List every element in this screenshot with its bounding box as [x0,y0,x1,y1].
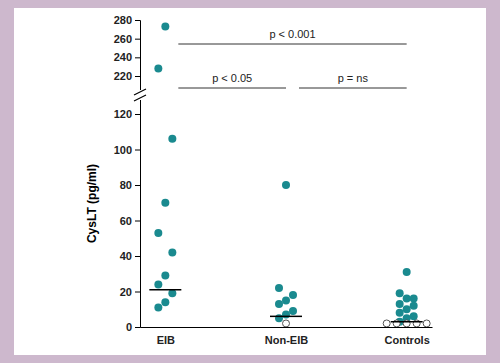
significance-label: p < 0.001 [269,28,315,40]
y-tick-mark [135,327,140,328]
y-tick: 60 [120,215,140,227]
plot-area [149,23,430,327]
data-point [396,289,404,297]
data-point [396,309,404,317]
x-tick-label: Controls [385,334,430,346]
y-axis: 0 20 40 60 80 100 120 220 240 260 280 [114,14,141,333]
significance-label: p < 0.05 [212,72,252,84]
open-data-point [423,320,430,327]
data-point [282,181,290,189]
data-point [289,307,297,315]
y-tick: 0 [126,321,140,333]
data-point [168,248,176,256]
significance-bracket [299,88,407,89]
x-axis: EIB Non-EIB Controls [141,327,433,346]
data-point [410,295,418,303]
axis-break-gap [134,90,146,100]
data-point [161,199,169,207]
y-tick: 120 [114,108,140,120]
y-tick-mark [135,114,140,115]
y-tick-mark [135,185,140,186]
data-point [154,229,162,237]
data-point [161,298,169,306]
y-tick: 280 [114,14,140,26]
x-axis-line [141,327,433,328]
data-point [410,302,418,310]
y-tick-label: 120 [114,108,132,120]
data-point [275,300,283,308]
data-point [154,65,162,73]
panel [14,8,486,355]
axis-break-mark [134,89,146,95]
data-point [289,291,297,299]
significance-label: p = ns [338,72,369,84]
y-tick-mark [135,57,140,58]
x-tick: EIB [157,327,175,346]
significance-bracket [178,44,406,45]
x-tick: Non-EIB [265,327,308,346]
data-point [275,284,283,292]
y-tick: 220 [114,70,140,82]
data-point [275,314,283,322]
y-tick: 20 [120,286,140,298]
data-point [282,296,290,304]
y-tick-label: 0 [126,321,132,333]
chart: 0 20 40 60 80 100 120 220 240 260 280 CysLT (pg/ml)… [0,0,500,363]
y-tick-mark [135,292,140,293]
y-tick-label: 60 [120,215,132,227]
x-tick-label: Non-EIB [265,334,308,346]
y-tick-mark [135,20,140,21]
x-tick-label: EIB [157,334,175,346]
open-data-point [383,320,390,327]
y-tick-label: 240 [114,51,132,63]
y-tick-mark [135,150,140,151]
y-tick-mark [135,256,140,257]
open-data-point [283,320,290,327]
y-tick-mark [135,39,140,40]
data-point [403,268,411,276]
y-tick: 260 [114,33,140,45]
data-point [403,295,411,303]
y-tick-label: 220 [114,70,132,82]
data-point [154,280,162,288]
y-tick: 80 [120,179,140,191]
y-tick: 240 [114,51,140,63]
y-tick-label: 280 [114,14,132,26]
y-tick-label: 80 [120,179,132,191]
y-tick-label: 20 [120,286,132,298]
y-tick: 100 [114,144,140,156]
data-point [396,300,404,308]
median-line [149,289,181,291]
y-tick-mark [135,221,140,222]
x-tick: Controls [385,327,430,346]
median-line [270,316,302,318]
y-axis-line [135,21,141,328]
data-point [403,305,411,313]
data-point [282,311,290,319]
y-axis-title: CysLT (pg/ml) [85,164,99,243]
data-point [161,23,169,31]
y-tick-label: 100 [114,144,132,156]
data-point [154,303,162,311]
y-tick-mark [135,76,140,77]
significance-bracket [178,88,286,89]
median-line [391,321,423,323]
data-point [161,272,169,280]
y-tick-label: 40 [120,250,132,262]
y-tick-label: 260 [114,33,132,45]
y-tick: 40 [120,250,140,262]
data-point [168,135,176,143]
data-point [410,312,418,320]
axis-break-mark [134,95,146,101]
